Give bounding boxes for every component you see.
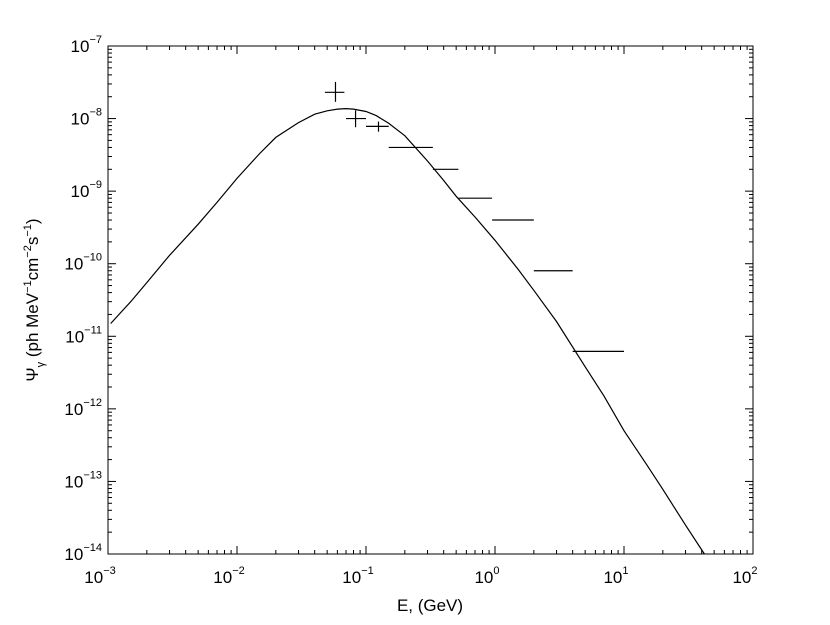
y-tick-label-exp: −12 [83, 397, 102, 409]
y-tick-label-base: 10 [64, 545, 83, 564]
y-tick-label-base: 10 [71, 182, 90, 201]
data-point [366, 121, 389, 132]
y-tick-label: 10−8 [71, 107, 102, 129]
x-tick-label: 10−2 [213, 565, 244, 587]
data-point [346, 110, 366, 128]
y-tick-label-exp: −7 [89, 34, 102, 46]
y-tick-label-base: 10 [64, 400, 83, 419]
x-axis-title: E, (GeV) [397, 596, 463, 615]
y-tick-label-base: 10 [64, 255, 83, 274]
x-tick-label-base: 10 [474, 568, 493, 587]
x-tick-label-exp: 0 [493, 565, 499, 577]
data-point [324, 81, 345, 102]
y-axis-units-exp2: −2 [22, 245, 34, 258]
x-tick-label-base: 10 [213, 568, 232, 587]
tick-labels: 10−3 10−2 10−1 100 101 10210−1410−1310−1210−1… [64, 34, 757, 587]
y-tick-label-exp: −13 [83, 469, 102, 481]
y-tick-label-exp: −8 [89, 107, 102, 119]
y-tick-label: 10−13 [64, 469, 102, 491]
y-tick-label: 10−11 [65, 324, 102, 346]
y-tick-label-base: 10 [64, 472, 83, 491]
y-tick-label-base: 10 [71, 110, 90, 129]
x-tick-label-exp: −1 [361, 565, 374, 577]
x-tick-label-base: 10 [732, 568, 751, 587]
x-tick-label: 101 [603, 565, 628, 587]
y-axis-psi: Ψ [23, 367, 42, 381]
y-axis-units-cm: cm [23, 258, 42, 281]
plot-frame [107, 45, 754, 555]
x-tick-label-base: 10 [342, 568, 361, 587]
y-tick-label-exp: −14 [83, 542, 102, 554]
data-points [324, 81, 624, 352]
x-tick-label-exp: −2 [232, 565, 245, 577]
x-tick-label-base: 10 [84, 568, 103, 587]
x-tick-label-base: 10 [603, 568, 622, 587]
y-tick-label: 10−10 [64, 252, 102, 274]
y-axis-units-open: (ph MeV [23, 292, 42, 362]
x-tick-label-exp: 2 [751, 565, 757, 577]
y-tick-label-exp: −9 [89, 179, 102, 191]
model-curve [110, 107, 705, 555]
x-tick-label-exp: −3 [103, 565, 116, 577]
y-tick-label-exp: −10 [83, 252, 102, 264]
x-tick-label: 10−3 [84, 565, 115, 587]
y-tick-label-base: 10 [65, 327, 84, 346]
y-tick-label: 10−7 [71, 34, 102, 56]
y-axis-units-exp3: −1 [22, 224, 34, 237]
y-axis-units-close: ) [23, 218, 42, 224]
y-axis-title: Ψγ (ph MeV−1cm−2s−1) [22, 218, 47, 381]
x-tick-label: 100 [474, 565, 499, 587]
y-axis-units-exp1: −1 [22, 280, 34, 293]
ticks [107, 45, 754, 555]
y-tick-label-exp: −11 [84, 324, 102, 336]
y-tick-label-base: 10 [71, 37, 90, 56]
x-tick-label: 10−1 [342, 565, 373, 587]
y-tick-label: 10−14 [64, 542, 102, 564]
x-tick-label: 102 [732, 565, 757, 587]
y-tick-label: 10−9 [71, 179, 102, 201]
y-axis-gamma-sub: γ [35, 361, 47, 367]
y-axis-units-s: s [23, 237, 42, 246]
y-tick-label: 10−12 [64, 397, 102, 419]
x-tick-label-exp: 1 [622, 565, 628, 577]
